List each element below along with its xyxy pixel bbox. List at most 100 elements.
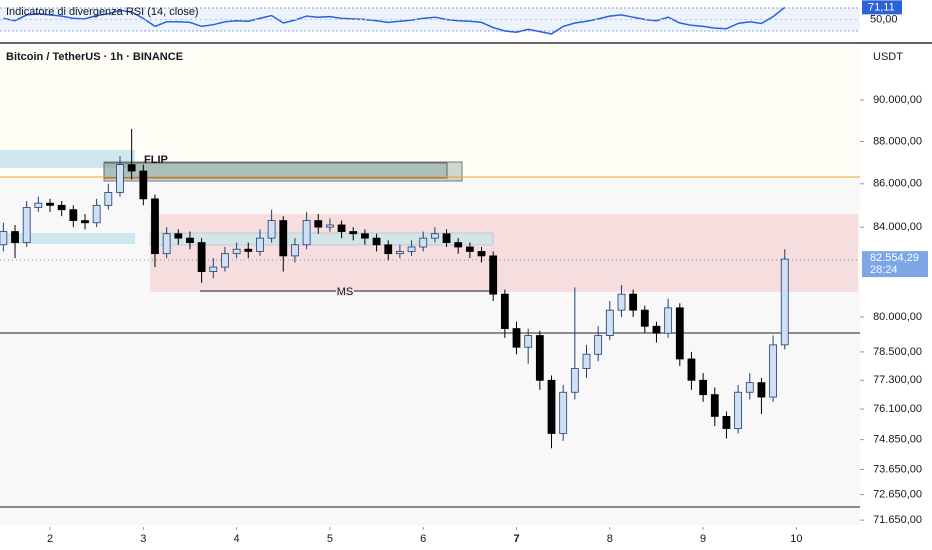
- candle-body: [337, 224, 346, 232]
- x-tick-label: 7: [513, 533, 519, 545]
- axis-unit: USDT: [873, 51, 903, 63]
- candle-body: [384, 244, 393, 255]
- candle-body: [174, 233, 183, 239]
- candle-body: [687, 358, 696, 381]
- candle-body: [291, 244, 299, 257]
- candle-body: [395, 251, 404, 255]
- candle-body: [582, 353, 591, 369]
- y-tick-label: 73.650,00: [873, 463, 922, 475]
- y-tick-label: 90.000,00: [873, 94, 922, 106]
- y-tick-label: 80.000,00: [873, 311, 922, 323]
- candle-body: [617, 293, 626, 311]
- axes: 90.000,00 88.000,00 86.000,00 84.000,00 80.0…: [47, 0, 928, 545]
- y-tick-label: 72.650,00: [873, 488, 922, 500]
- candle-body: [524, 335, 533, 348]
- candle-body: [372, 237, 381, 246]
- candle-body: [279, 220, 288, 257]
- x-tick-label: 10: [790, 533, 802, 545]
- candle-body: [57, 204, 66, 211]
- countdown: 28:24: [870, 264, 898, 276]
- candle-body: [664, 307, 673, 334]
- y-tick-label: 77.300,00: [873, 374, 922, 386]
- candle-body: [69, 209, 78, 221]
- candle-body: [629, 293, 638, 311]
- rsi-tick-label: 50,00: [870, 13, 898, 25]
- candle-body: [535, 335, 544, 381]
- y-tick-label: 76.100,00: [873, 403, 922, 415]
- candle-body: [675, 307, 684, 360]
- candle-body: [430, 233, 439, 239]
- candle-body: [221, 253, 229, 268]
- zone-blue: [149, 232, 494, 246]
- y-tick-label: 88.000,00: [873, 135, 922, 147]
- candle-body: [34, 202, 43, 208]
- candle-body: [477, 251, 486, 257]
- candle-body: [0, 231, 8, 246]
- candle-body: [127, 164, 136, 172]
- candle-body: [570, 368, 579, 393]
- candle-body: [186, 237, 194, 243]
- flip-zone-inner: [103, 162, 448, 179]
- y-tick-label: 74.850,00: [873, 434, 922, 446]
- y-tick-label: 84.000,00: [873, 221, 922, 233]
- y-tick-label: 78.500,00: [873, 346, 922, 358]
- candle-body: [209, 266, 218, 272]
- x-tick-label: 6: [420, 533, 426, 545]
- rsi-last-label: 71,11: [868, 1, 895, 13]
- candle-body: [500, 293, 509, 329]
- x-tick-label: 9: [700, 533, 706, 545]
- y-tick-label: 86.000,00: [873, 178, 922, 190]
- zone-pink: [150, 214, 858, 292]
- flip-label: FLIP: [144, 154, 168, 166]
- candle-body: [162, 233, 171, 255]
- candle-body: [22, 207, 31, 243]
- candle-body: [442, 233, 451, 243]
- upper-zone: [0, 45, 860, 177]
- rsi-title: Indicatore di divergenza RSI (14, close): [6, 6, 199, 18]
- candle-body: [197, 242, 206, 272]
- candle-body: [605, 309, 614, 336]
- zone-blue: [0, 150, 135, 168]
- candle-body: [326, 224, 334, 228]
- candle-body: [769, 344, 777, 398]
- candle-body: [722, 415, 731, 429]
- x-tick-label: 3: [140, 533, 146, 545]
- candle-body: [104, 191, 113, 206]
- candle-body: [407, 246, 416, 252]
- candle-body: [465, 246, 474, 252]
- rsi-last-box: [862, 0, 902, 15]
- candles: [0, 128, 789, 449]
- candle-body: [757, 382, 766, 398]
- candle-body: [745, 382, 754, 393]
- candle-body: [454, 242, 463, 248]
- candle-body: [734, 391, 743, 429]
- rsi-line: [3, 6, 786, 35]
- candle-body: [652, 325, 661, 334]
- candle-body: [594, 335, 603, 355]
- candle-body: [244, 248, 253, 252]
- candle-body: [489, 255, 498, 295]
- candle-body: [710, 394, 719, 417]
- price-axis: [860, 44, 932, 550]
- rsi-layer: [0, 6, 860, 35]
- candle-body: [151, 198, 159, 255]
- last-price-label: 82.554,29: [870, 252, 919, 264]
- candle-body: [512, 328, 521, 348]
- candle-body: [116, 164, 124, 193]
- candle-body: [361, 233, 369, 239]
- x-tick-label: 2: [47, 533, 53, 545]
- x-tick-label: 5: [327, 533, 333, 545]
- candle-body: [92, 204, 101, 224]
- chart-title: Bitcoin / TetherUS · 1h · BINANCE: [6, 51, 183, 63]
- candle-body: [11, 231, 19, 243]
- candle-body: [267, 220, 276, 239]
- candle-body: [139, 170, 148, 200]
- candle-body: [699, 379, 708, 396]
- candle-body: [640, 309, 649, 327]
- candle-body: [81, 220, 89, 224]
- candle-body: [780, 258, 789, 346]
- last-price-box: [862, 251, 928, 278]
- y-tick-label: 71.650,00: [873, 514, 922, 526]
- ms-label-bg: [336, 287, 354, 296]
- candle-body: [349, 231, 358, 235]
